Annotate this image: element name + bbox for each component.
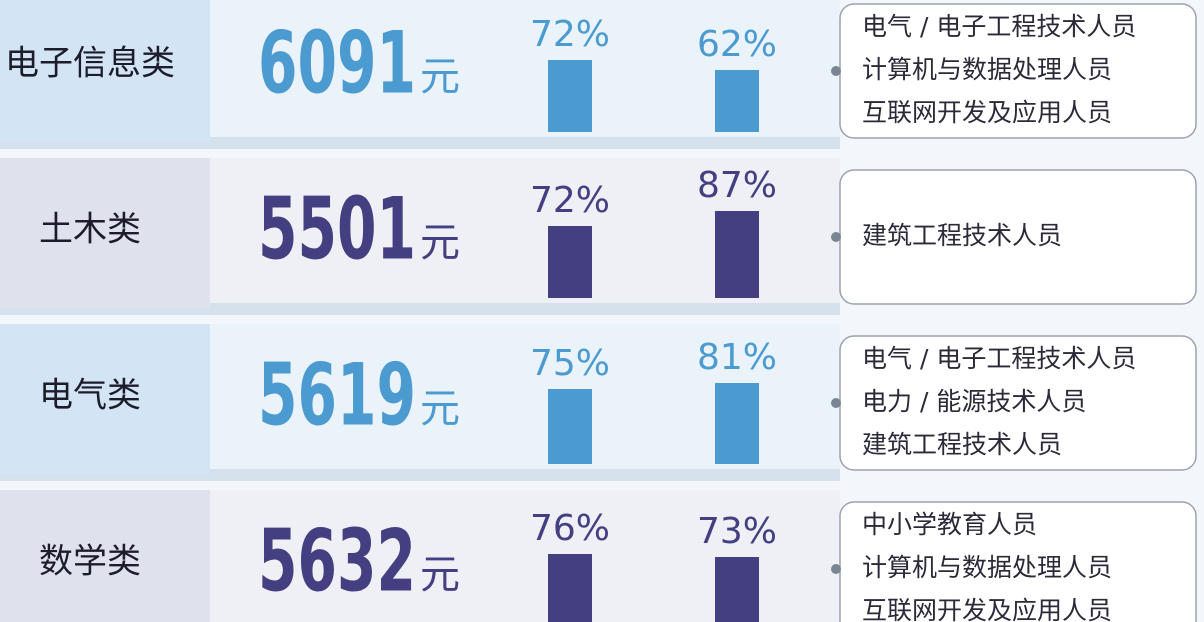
rate-label: 72%: [530, 180, 610, 221]
rate-label: 62%: [697, 24, 777, 65]
salary-unit: 元: [420, 220, 460, 266]
rate-bar: [548, 60, 592, 132]
rate-bar: [548, 226, 592, 298]
rate-bar: [548, 389, 592, 464]
major-box: [0, 324, 210, 474]
rate-bar: [715, 70, 759, 132]
salary-unit: 元: [420, 386, 460, 432]
salary-unit: 元: [420, 552, 460, 598]
job-title: 电气 / 电子工程技术人员: [862, 12, 1136, 41]
job-title: 建筑工程技术人员: [862, 221, 1062, 250]
job-title: 互联网开发及应用人员: [862, 596, 1112, 622]
major-name: 土木类: [39, 210, 141, 250]
rate-label: 72%: [530, 14, 610, 55]
salary: 6091: [258, 13, 416, 113]
job-title: 互联网开发及应用人员: [862, 98, 1112, 127]
rate-label: 75%: [530, 343, 610, 384]
jobs-dot: [831, 232, 841, 242]
job-title: 计算机与数据处理人员: [862, 553, 1112, 582]
major-box: [0, 0, 210, 142]
jobs-dot: [831, 398, 841, 408]
rate-label: 73%: [697, 511, 777, 552]
major-box: [0, 490, 210, 622]
salary: 5619: [258, 345, 416, 445]
job-title: 电力 / 能源技术人员: [862, 387, 1086, 416]
major-name: 电子信息类: [5, 44, 175, 84]
major-box: [0, 158, 210, 308]
job-title: 中小学教育人员: [862, 510, 1037, 539]
job-title: 建筑工程技术人员: [862, 430, 1062, 459]
salary-unit: 元: [420, 54, 460, 100]
job-title: 电气 / 电子工程技术人员: [862, 344, 1136, 373]
job-title: 计算机与数据处理人员: [862, 55, 1112, 84]
rate-bar: [715, 211, 759, 298]
salary: 5501: [258, 179, 416, 279]
jobs-dot: [831, 66, 841, 76]
major-name: 电气类: [39, 376, 141, 416]
rate-label: 76%: [530, 508, 610, 549]
major-name: 数学类: [39, 542, 141, 582]
rate-label: 87%: [697, 165, 777, 206]
rate-label: 81%: [697, 337, 777, 378]
rate-bar: [548, 554, 592, 622]
rate-bar: [715, 383, 759, 464]
jobs-dot: [831, 564, 841, 574]
rate-bar: [715, 557, 759, 622]
salary: 5632: [258, 511, 416, 611]
